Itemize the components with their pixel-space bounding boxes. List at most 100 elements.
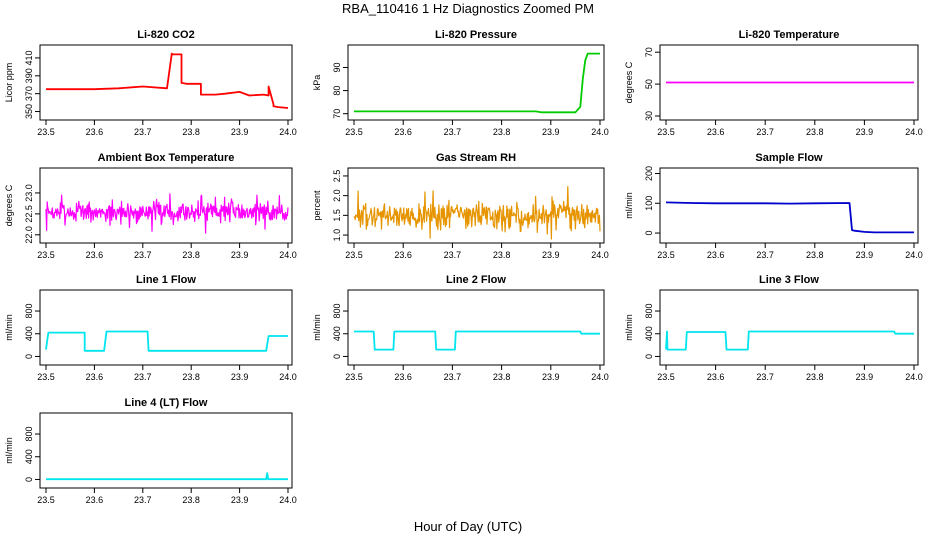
y-tick-label: 70 xyxy=(644,47,654,57)
plot-frame xyxy=(39,167,293,244)
x-tick-label: 23.6 xyxy=(394,250,412,260)
y-tick-label: 390 xyxy=(24,68,34,83)
x-tick-label: 23.7 xyxy=(134,250,152,260)
x-tick-label: 24.0 xyxy=(591,250,609,260)
plot-frame xyxy=(347,44,605,121)
y-tick-label: 30 xyxy=(644,111,654,121)
x-tick-label: 23.6 xyxy=(707,250,725,260)
y-tick-label: 23.0 xyxy=(24,184,34,202)
series-line xyxy=(45,193,289,234)
panel-4: Ambient Box Temperature 23.5 23.6 23.7 23.8 2… xyxy=(4,152,297,260)
y-tick-label: 0 xyxy=(24,477,34,482)
panels: Li-820 CO2 23.5 23.6 23.7 23.8 23.9 24.0 350 370… xyxy=(4,29,923,505)
figure-title: RBA_110416 1 Hz Diagnostics Zoomed PM xyxy=(342,1,594,16)
x-tick-label: 23.8 xyxy=(182,127,200,137)
y-tick-label: 2.5 xyxy=(332,170,342,183)
y-axis-label: ml/min xyxy=(4,314,14,341)
y-tick-label: 50 xyxy=(644,79,654,89)
x-tick-label: 23.7 xyxy=(134,372,152,382)
plot-frame xyxy=(347,289,605,366)
x-tick-label: 23.9 xyxy=(542,127,560,137)
plot-frame xyxy=(39,289,293,366)
y-tick-label: 1.5 xyxy=(332,209,342,222)
x-tick-label: 23.5 xyxy=(37,250,55,260)
y-axis-label: degrees C xyxy=(624,61,634,103)
series-line xyxy=(354,52,600,114)
y-tick-label: 400 xyxy=(24,449,34,464)
y-tick-label: 350 xyxy=(24,104,34,119)
panel-2: Li-820 Pressure 23.5 23.6 23.7 23.8 23.9 24.0 7… xyxy=(312,29,609,137)
y-tick-label: 400 xyxy=(24,326,34,341)
x-tick-label: 23.5 xyxy=(37,372,55,382)
x-tick-label: 23.7 xyxy=(756,372,774,382)
y-tick-label: 800 xyxy=(332,304,342,319)
series-line xyxy=(45,330,288,352)
x-tick-label: 23.6 xyxy=(86,495,104,505)
x-tick-label: 23.9 xyxy=(542,250,560,260)
x-tick-label: 23.6 xyxy=(86,127,104,137)
plot-frame xyxy=(39,44,293,121)
x-tick-label: 23.7 xyxy=(444,372,462,382)
x-tick-label: 23.6 xyxy=(707,372,725,382)
x-tick-label: 23.8 xyxy=(182,372,200,382)
y-tick-label: 0 xyxy=(644,354,654,359)
y-axis-label: Licor ppm xyxy=(4,63,14,103)
x-tick-label: 23.7 xyxy=(444,127,462,137)
x-tick-label: 23.9 xyxy=(231,372,249,382)
y-tick-label: 800 xyxy=(24,304,34,319)
x-tick-label: 23.5 xyxy=(657,372,675,382)
x-tick-label: 23.5 xyxy=(657,250,675,260)
x-tick-label: 23.7 xyxy=(756,250,774,260)
panel-title: Line 4 (LT) Flow xyxy=(125,397,208,409)
x-tick-label: 24.0 xyxy=(905,127,923,137)
series-line xyxy=(46,472,288,481)
panel-1: Li-820 CO2 23.5 23.6 23.7 23.8 23.9 24.0 350 370… xyxy=(4,29,297,137)
panel-title: Sample Flow xyxy=(755,152,823,164)
y-tick-label: 70 xyxy=(332,109,342,119)
y-tick-label: 100 xyxy=(644,196,654,211)
panel-3: Li-820 Temperature 23.5 23.6 23.7 23.8 23.9 24… xyxy=(624,29,923,137)
y-tick-label: 370 xyxy=(24,86,34,101)
x-tick-label: 23.8 xyxy=(182,495,200,505)
x-tick-label: 23.8 xyxy=(493,372,511,382)
x-tick-label: 23.8 xyxy=(806,127,824,137)
x-tick-label: 23.5 xyxy=(345,250,363,260)
y-axis-label: ml/min xyxy=(312,314,322,341)
x-tick-label: 24.0 xyxy=(279,250,297,260)
x-tick-label: 23.7 xyxy=(134,495,152,505)
x-tick-label: 24.0 xyxy=(905,250,923,260)
panel-6: Sample Flow 23.5 23.6 23.7 23.8 23.9 24.0 0 100 2… xyxy=(624,152,923,260)
y-axis-label: percent xyxy=(312,190,322,221)
y-tick-label: 90 xyxy=(332,62,342,72)
x-tick-label: 23.8 xyxy=(806,250,824,260)
x-tick-label: 23.8 xyxy=(493,127,511,137)
x-tick-label: 24.0 xyxy=(279,495,297,505)
plot-frame xyxy=(39,412,293,489)
x-tick-label: 23.8 xyxy=(806,372,824,382)
x-tick-label: 23.7 xyxy=(134,127,152,137)
x-tick-label: 24.0 xyxy=(591,372,609,382)
panel-title: Li-820 Temperature xyxy=(739,29,840,41)
panel-title: Line 2 Flow xyxy=(446,274,506,286)
x-tick-label: 24.0 xyxy=(591,127,609,137)
series-line xyxy=(354,330,600,351)
y-axis-label: ml/min xyxy=(624,192,634,219)
y-tick-label: 0 xyxy=(332,354,342,359)
x-tick-label: 23.9 xyxy=(856,372,874,382)
y-tick-label: 22.0 xyxy=(24,226,34,244)
panel-title: Ambient Box Temperature xyxy=(98,152,235,164)
panel-7: Line 1 Flow 23.5 23.6 23.7 23.8 23.9 24.0 0 400 8… xyxy=(4,274,297,382)
x-tick-label: 23.6 xyxy=(707,127,725,137)
y-axis-label: ml/min xyxy=(4,437,14,464)
x-tick-label: 23.7 xyxy=(444,250,462,260)
x-tick-label: 23.6 xyxy=(394,127,412,137)
panel-title: Gas Stream RH xyxy=(436,152,516,164)
panel-9: Line 3 Flow 23.5 23.6 23.7 23.8 23.9 24.0 0 400 8… xyxy=(624,274,923,382)
y-tick-label: 80 xyxy=(332,86,342,96)
figure-x-axis-label: Hour of Day (UTC) xyxy=(414,519,522,534)
x-tick-label: 23.5 xyxy=(345,372,363,382)
y-tick-label: 410 xyxy=(24,50,34,65)
x-tick-label: 23.6 xyxy=(394,372,412,382)
y-tick-label: 200 xyxy=(644,166,654,181)
x-tick-label: 23.5 xyxy=(37,127,55,137)
